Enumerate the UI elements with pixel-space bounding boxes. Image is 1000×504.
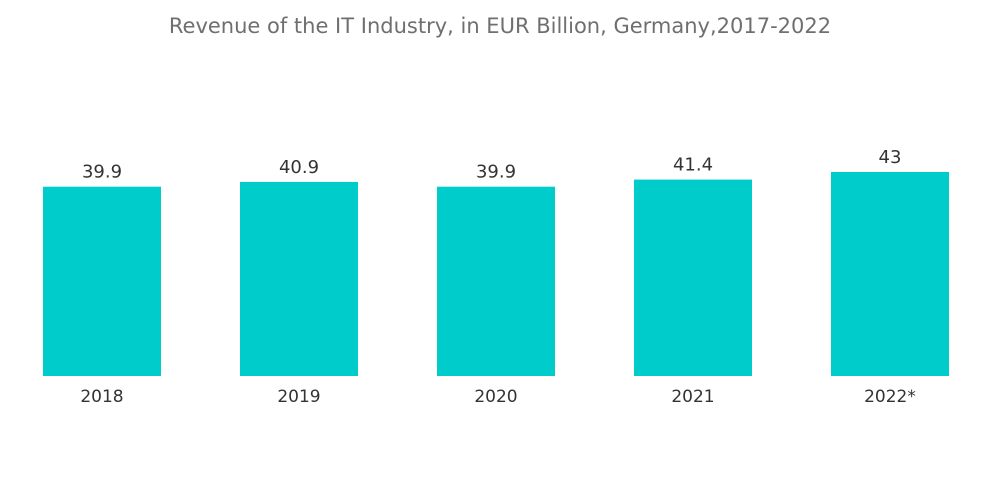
bar-2021 xyxy=(634,179,752,376)
x-tick-label-2018: 2018 xyxy=(80,387,123,407)
bar-2022-est xyxy=(831,172,949,376)
value-labels-layer: 39.9 40.9 39.9 41.4 43 xyxy=(82,147,901,183)
x-tick-label-2019: 2019 xyxy=(277,387,320,407)
bar-2018 xyxy=(43,186,161,376)
data-label-2021: 41.4 xyxy=(673,155,713,176)
x-tick-label-2022-est: 2022* xyxy=(864,387,916,407)
bar-2020 xyxy=(437,186,555,376)
chart-title: Revenue of the IT Industry, in EUR Billi… xyxy=(168,14,832,38)
x-tick-label-2020: 2020 xyxy=(474,387,517,407)
x-tick-label-2021: 2021 xyxy=(671,387,714,407)
bar-2019 xyxy=(240,181,358,376)
bars-layer xyxy=(43,172,949,376)
data-label-2019: 40.9 xyxy=(279,157,319,178)
x-axis-ticks-layer: 2018 2019 2020 2021 2022* xyxy=(80,387,916,407)
data-label-2020: 39.9 xyxy=(476,162,516,183)
data-label-2022-est: 43 xyxy=(879,147,902,168)
data-label-2018: 39.9 xyxy=(82,162,122,183)
